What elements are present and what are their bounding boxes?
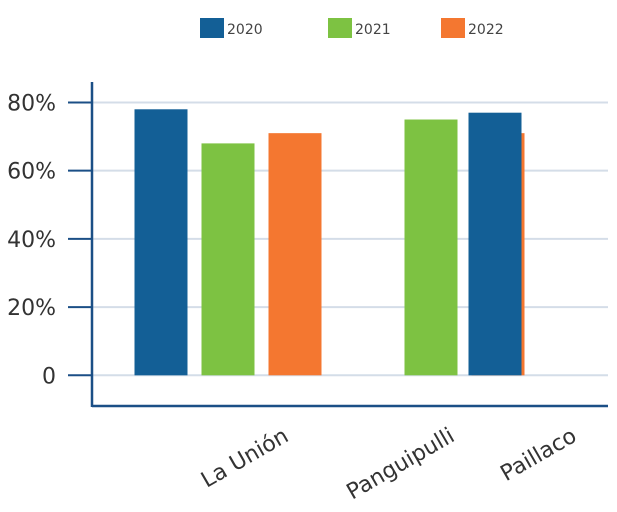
category-labels: La Unión Panguipulli Paillaco (197, 424, 581, 506)
y-tick-label-40: 40% (7, 228, 56, 253)
legend-swatch-2022 (441, 18, 465, 38)
y-tick-label-20: 20% (7, 296, 56, 321)
bars (134, 109, 525, 376)
bar-2020-0 (134, 109, 188, 376)
axes (90, 82, 608, 408)
y-tick-labels: 0 20% 40% 60% 80% (7, 91, 92, 389)
bar-2020-2 (468, 112, 522, 376)
category-label-0: La Unión (197, 424, 293, 494)
legend-swatch-2020 (200, 18, 224, 38)
legend-swatch-2021 (328, 18, 352, 38)
legend-label-2020: 2020 (227, 22, 263, 38)
y-tick-label-0: 0 (42, 364, 56, 389)
y-tick-label-80: 80% (7, 91, 56, 116)
category-label-2: Paillaco (496, 424, 581, 487)
y-tick-label-60: 60% (7, 160, 56, 185)
legend-label-2021: 2021 (355, 22, 391, 38)
bar-2021-0 (201, 143, 255, 376)
legend: 2020 2021 2022 (200, 18, 504, 38)
category-label-1: Panguipulli (343, 424, 459, 506)
bar-2022-0 (268, 133, 322, 376)
bar-2021-1 (404, 119, 458, 376)
legend-label-2022: 2022 (468, 22, 504, 38)
